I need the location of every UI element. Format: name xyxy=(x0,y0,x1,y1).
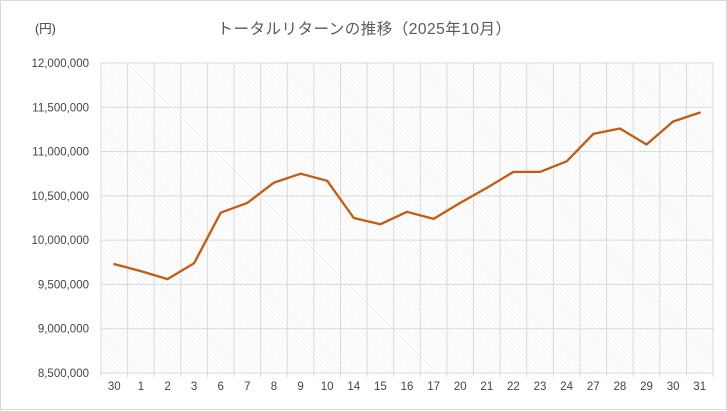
x-axis-tick-label: 23 xyxy=(534,381,547,393)
x-axis-tick-label: 20 xyxy=(454,381,467,393)
x-axis-tick-label: 7 xyxy=(244,381,250,393)
x-axis-tick-label: 16 xyxy=(401,381,414,393)
x-axis-tick-label: 17 xyxy=(427,381,440,393)
y-axis-tick-label: 9,500,000 xyxy=(38,279,89,291)
x-axis-tick-label: 14 xyxy=(347,381,360,393)
x-axis-tick-label: 31 xyxy=(693,381,706,393)
x-axis-tick-label: 30 xyxy=(667,381,680,393)
x-axis-tick-label: 8 xyxy=(271,381,277,393)
x-axis-tick-label: 15 xyxy=(374,381,387,393)
x-axis-tick-label: 2 xyxy=(164,381,170,393)
y-axis-units-label: (円) xyxy=(35,22,56,36)
y-axis-tick-label: 12,000,000 xyxy=(31,58,89,70)
x-axis-tick-label: 24 xyxy=(560,381,573,393)
y-axis-tick-label: 8,500,000 xyxy=(38,368,89,380)
chart-title: トータルリターンの推移（2025年10月） xyxy=(217,21,512,38)
x-axis-tick-label: 28 xyxy=(613,381,626,393)
x-axis-tick-label: 9 xyxy=(297,381,303,393)
x-axis-tick-label: 3 xyxy=(191,381,197,393)
y-axis-tick-label: 9,000,000 xyxy=(38,324,89,336)
x-axis-tick-label: 27 xyxy=(587,381,600,393)
x-axis-tick-label: 30 xyxy=(108,381,121,393)
x-axis-tick-label: 21 xyxy=(480,381,493,393)
y-axis-tick-label: 11,500,000 xyxy=(32,102,89,114)
x-axis-tick-label: 29 xyxy=(640,381,653,393)
y-axis-tick-label: 10,500,000 xyxy=(31,191,89,203)
y-axis-tick-label: 10,000,000 xyxy=(31,235,89,247)
y-axis-tick-label: 11,000,000 xyxy=(32,147,89,159)
total-return-line-series xyxy=(113,111,701,281)
x-axis-tick-label: 22 xyxy=(507,381,520,393)
x-axis-tick-label: 6 xyxy=(218,381,224,393)
x-axis-tick-label: 10 xyxy=(321,381,334,393)
plot-area-background xyxy=(101,63,713,373)
x-axis-tick-label: 1 xyxy=(138,381,144,393)
